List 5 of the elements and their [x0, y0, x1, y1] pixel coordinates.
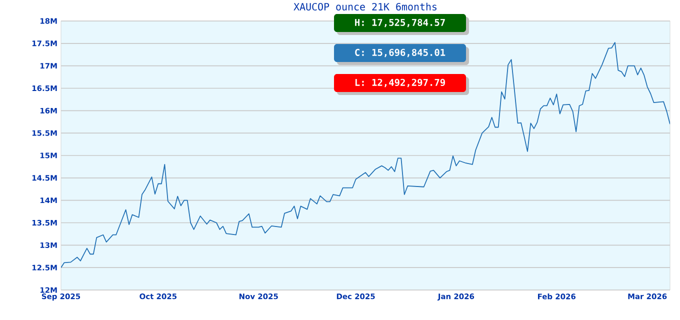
chart-title: XAUCOP ounce 21K 6months	[294, 2, 436, 10]
annotation: L: 12,492,297.79	[355, 78, 445, 88]
annotation: C: 15,696,845.01	[355, 48, 446, 58]
annotation: H: 17,525,784.57	[355, 18, 445, 28]
line-series	[61, 42, 670, 268]
